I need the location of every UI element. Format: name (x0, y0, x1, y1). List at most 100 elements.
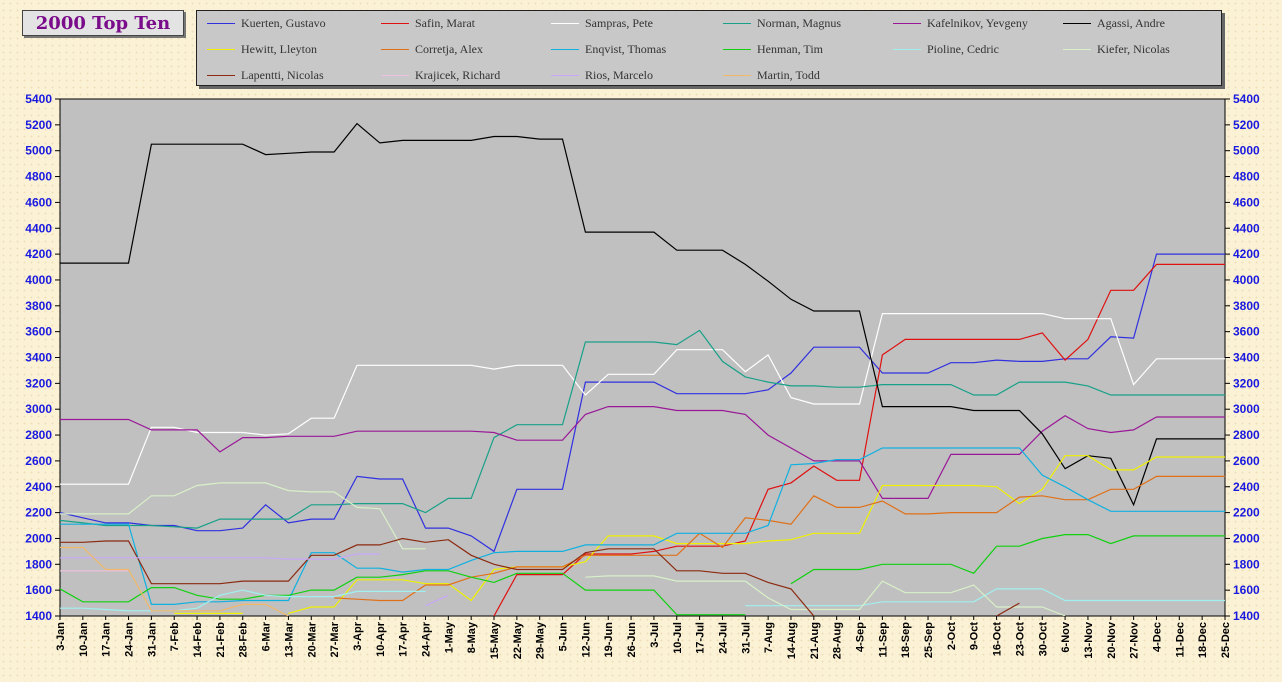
y-tick-label-right: 4600 (1233, 195, 1260, 209)
series-line-martin-todd (60, 546, 289, 616)
y-tick-label-left: 4200 (25, 247, 52, 261)
x-tick-label: 4-Dec (1151, 622, 1163, 652)
legend-swatch (1063, 22, 1091, 24)
x-tick-label: 9-Oct (969, 622, 981, 650)
legend-label: Kiefer, Nicolas (1097, 41, 1170, 56)
legend-item: Enqvist, Thomas (551, 39, 666, 59)
x-tick-label: 8-May (466, 621, 478, 653)
x-tick-label: 27-Mar (329, 621, 341, 657)
series-line-agassi-andre (60, 122, 1225, 507)
series-line-kafelnikov-yevgeny (60, 406, 1225, 499)
legend-item: Agassi, Andre (1063, 13, 1165, 33)
series-line-corretja-alex (334, 475, 1225, 602)
y-axis-left: 1400 1600 1800 2000 2200 2400 2600 2800 3000 3200… (25, 92, 60, 623)
x-tick-label: 10-Jan (78, 622, 90, 657)
legend-item: Lapentti, Nicolas (207, 65, 324, 85)
x-tick-label: 24-Jan (124, 622, 136, 657)
series-line-hewitt-lleyton (174, 455, 1225, 614)
x-tick-label: 31-Jan (146, 622, 158, 657)
legend-swatch (723, 48, 751, 50)
x-tick-label: 11-Dec (1174, 622, 1186, 657)
x-tick-label: 13-Nov (1083, 621, 1095, 659)
legend-label: Lapentti, Nicolas (241, 67, 324, 82)
x-tick-label: 28-Aug (832, 622, 844, 659)
y-tick-label-right: 4800 (1233, 170, 1260, 184)
x-tick-label: 1-May (443, 621, 455, 653)
legend-item: Kiefer, Nicolas (1063, 39, 1170, 59)
x-tick-label: 14-Aug (786, 622, 798, 659)
legend-swatch (893, 22, 921, 24)
x-tick-label: 30-Oct (1037, 622, 1049, 657)
x-tick-label: 4-Sep (855, 622, 867, 652)
x-tick-label: 26-Jun (626, 622, 638, 658)
y-tick-label-left: 3600 (25, 325, 52, 339)
x-tick-label: 21-Aug (809, 622, 821, 659)
y-tick-label-left: 4800 (25, 170, 52, 184)
legend-item: Safin, Marat (381, 13, 475, 33)
y-tick-label-left: 1400 (25, 609, 52, 623)
series-line-lapentti-nicolas (60, 537, 1020, 616)
legend-label: Safin, Marat (415, 15, 475, 30)
x-tick-label: 7-Aug (763, 622, 775, 653)
x-tick-label: 13-Mar (283, 621, 295, 657)
y-tick-label-right: 4200 (1233, 247, 1260, 261)
legend-label: Hewitt, Lleyton (241, 41, 317, 56)
legend-label: Pioline, Cedric (927, 41, 999, 56)
x-tick-label: 27-Nov (1129, 621, 1141, 659)
y-tick-label-left: 1600 (25, 583, 52, 597)
y-tick-label-right: 5000 (1233, 144, 1260, 158)
y-tick-label-right: 3800 (1233, 299, 1260, 313)
legend-label: Kafelnikov, Yevgeny (927, 15, 1028, 30)
y-tick-label-right: 5200 (1233, 118, 1260, 132)
legend-label: Norman, Magnus (757, 15, 841, 30)
legend: Kuerten, Gustavo Safin, Marat Sampras, Pet… (196, 10, 1222, 86)
x-tick-label: 24-Jul (717, 622, 729, 654)
y-tick-label-left: 5200 (25, 118, 52, 132)
legend-label: Agassi, Andre (1097, 15, 1165, 30)
x-tick-label: 16-Oct (992, 622, 1004, 657)
y-tick-label-left: 4400 (25, 221, 52, 235)
x-tick-label: 5-Jun (558, 622, 570, 652)
x-tick-label: 31-Jul (740, 622, 752, 654)
x-tick-label: 6-Mar (261, 621, 273, 651)
legend-label: Corretja, Alex (415, 41, 483, 56)
legend-label: Rios, Marcelo (585, 67, 653, 82)
x-tick-label: 23-Oct (1014, 622, 1026, 657)
series-layer (60, 122, 1225, 616)
legend-item: Krajicek, Richard (381, 65, 500, 85)
legend-label: Sampras, Pete (585, 15, 653, 30)
legend-label: Kuerten, Gustavo (241, 15, 326, 30)
x-tick-label: 3-Jul (649, 622, 661, 648)
y-tick-label-right: 3600 (1233, 325, 1260, 339)
series-line-enqvist-thomas (60, 447, 1225, 605)
legend-item: Hewitt, Lleyton (207, 39, 317, 59)
x-tick-label: 6-Nov (1060, 621, 1072, 652)
legend-item: Henman, Tim (723, 39, 823, 59)
y-tick-label-left: 4600 (25, 195, 52, 209)
legend-swatch (381, 22, 409, 24)
series-line-kiefer-nicolas (60, 482, 1066, 616)
y-tick-label-right: 2200 (1233, 506, 1260, 520)
x-tick-label: 28-Feb (238, 622, 250, 658)
y-tick-label-left: 3000 (25, 402, 52, 416)
x-tick-label: 10-Apr (375, 621, 387, 657)
x-tick-label: 19-Jun (603, 622, 615, 658)
x-tick-label: 25-Dec (1220, 622, 1232, 658)
y-tick-label-right: 2800 (1233, 428, 1260, 442)
x-tick-label: 29-May (535, 621, 547, 659)
legend-item: Kafelnikov, Yevgeny (893, 13, 1028, 33)
y-tick-label-right: 2000 (1233, 531, 1260, 545)
legend-swatch (207, 48, 235, 50)
y-tick-label-left: 3200 (25, 376, 52, 390)
y-tick-label-left: 3800 (25, 299, 52, 313)
legend-item: Sampras, Pete (551, 13, 653, 33)
y-tick-label-right: 2400 (1233, 480, 1260, 494)
x-tick-label: 22-May (512, 621, 524, 659)
legend-item: Martin, Todd (723, 65, 820, 85)
y-tick-label-left: 2600 (25, 454, 52, 468)
legend-swatch (893, 48, 921, 50)
y-tick-label-right: 4000 (1233, 273, 1260, 287)
y-tick-label-left: 3400 (25, 351, 52, 365)
x-tick-label: 25-Sep (923, 622, 935, 658)
series-line-safin-marat (493, 263, 1225, 616)
